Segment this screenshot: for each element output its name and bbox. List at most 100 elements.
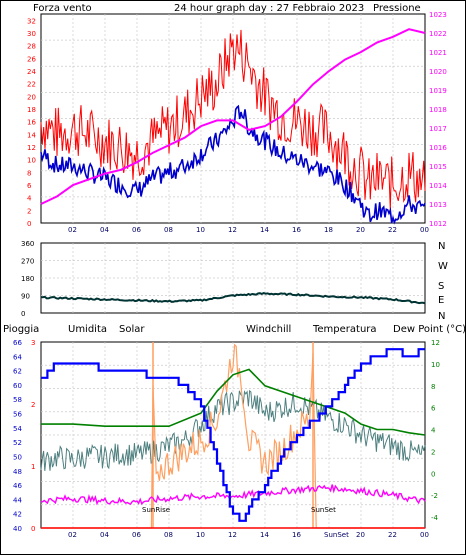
legend-dewpoint: Dew Point (°C) [393, 324, 466, 335]
wind-pressure-panel: 0246810121416182022242628303210121013101… [27, 11, 447, 234]
legend-humidity: Umidita [68, 324, 107, 335]
dir-label-n-top: N [438, 241, 445, 252]
climate-xtick: 08 [164, 531, 173, 539]
direction-ytick: 270 [21, 258, 34, 266]
legend-temperature: Temperatura [312, 324, 377, 335]
climate-xtick: 04 [100, 531, 109, 539]
wind-ytick: 10 [27, 157, 36, 165]
pressure-line [40, 28, 426, 205]
pressure-ytick: 1018 [429, 106, 447, 114]
wind-xtick: 20 [356, 226, 365, 234]
climate-xtick: 00 [420, 531, 429, 539]
dir-label-n-bottom: N [438, 311, 445, 322]
wind-ytick: 18 [27, 106, 36, 114]
humidity-ytick: 54 [13, 425, 22, 433]
wind-ytick: 22 [27, 81, 36, 89]
temperature-ytick: 8 [431, 383, 435, 391]
humidity-ytick: 62 [13, 368, 22, 376]
temperature-ytick: 4 [431, 427, 436, 435]
climate-xtick: 10 [196, 531, 205, 539]
temperature-ytick: 12 [431, 339, 440, 347]
wind-direction-panel: 360 270 180 90 0 [21, 240, 426, 318]
title-right: Pressione [373, 3, 421, 14]
wind-xtick: 16 [292, 226, 301, 234]
direction-ytick: 360 [21, 240, 34, 248]
pressure-ytick: 1019 [429, 87, 447, 95]
humidity-ytick: 64 [13, 353, 22, 361]
climate-xtick: 16 [292, 531, 301, 539]
humidity-line [41, 348, 425, 522]
dir-label-e: E [438, 295, 444, 306]
wind-xtick: 06 [132, 226, 141, 234]
wind-ytick: 26 [27, 55, 36, 63]
rain-ytick: 1 [31, 463, 35, 471]
climate-xtick: 20 [356, 531, 365, 539]
wind-ytick: 28 [27, 43, 36, 51]
dir-label-s: S [438, 281, 444, 292]
legend-solar: Solar [119, 324, 145, 335]
pressure-ytick: 1023 [429, 11, 447, 19]
pressure-ytick: 1021 [429, 49, 447, 57]
direction-ytick: 90 [21, 293, 30, 301]
rain-ytick: 3 [31, 339, 35, 347]
wind-ytick: 32 [27, 17, 36, 25]
climate-xtick: 22 [388, 531, 397, 539]
climate-xtick: 06 [132, 531, 141, 539]
pressure-ytick: 1016 [429, 144, 447, 152]
humidity-ytick: 42 [13, 511, 22, 519]
wind-ytick: 6 [27, 182, 32, 190]
climate-xtick: SunSet [324, 531, 349, 539]
temperature-ytick: 2 [431, 448, 435, 456]
dir-label-w: W [438, 261, 448, 272]
wind-gust-line [40, 29, 426, 211]
wind-xtick: 18 [324, 226, 333, 234]
humidity-ytick: 48 [13, 468, 22, 476]
wind-ytick: 4 [27, 195, 32, 203]
wind-average-line [40, 104, 426, 225]
temperature-line [41, 368, 426, 436]
wind-ytick: 30 [27, 30, 36, 38]
sunrise-label: SunRise [142, 506, 170, 514]
wind-ytick: 12 [27, 144, 36, 152]
temperature-ytick: 6 [431, 405, 436, 413]
rain-ytick: 0 [31, 525, 35, 533]
wind-xtick: 12 [228, 226, 237, 234]
title-left: Forza vento [33, 3, 92, 14]
wind-ytick: 16 [27, 119, 36, 127]
climate-xtick: 02 [68, 531, 77, 539]
legend-windchill: Windchill [246, 324, 291, 335]
wind-xtick: 14 [260, 226, 269, 234]
humidity-ytick: 52 [13, 439, 22, 447]
temperature-ytick: -4 [431, 514, 439, 522]
pressure-ytick: 1015 [429, 163, 447, 171]
windchill-line [40, 389, 426, 471]
pressure-ytick: 1013 [429, 201, 447, 209]
rain-ytick: 2 [31, 401, 35, 409]
humidity-ytick: 56 [13, 411, 22, 419]
pressure-ytick: 1017 [429, 125, 447, 133]
wind-ytick: 0 [27, 220, 31, 228]
humidity-ytick: 50 [13, 453, 22, 461]
wind-xtick: 22 [388, 226, 397, 234]
humidity-ytick: 60 [13, 382, 22, 390]
wind-ytick: 14 [27, 131, 36, 139]
wind-ytick: 2 [27, 207, 31, 215]
temperature-ytick: 10 [431, 361, 440, 369]
wind-xtick: 04 [100, 226, 109, 234]
climate-panel: 40424446485052545658606264660123-4-20246… [13, 339, 440, 539]
sunset-label: SunSet [311, 506, 336, 514]
pressure-ytick: 1020 [429, 68, 447, 76]
wind-ytick: 8 [27, 169, 31, 177]
direction-line [40, 292, 426, 305]
wind-xtick: 02 [68, 226, 77, 234]
title-center: 24 hour graph day : 27 Febbraio 2023 [174, 3, 364, 14]
pressure-ytick: 1012 [429, 220, 447, 228]
temperature-ytick: -2 [431, 492, 438, 500]
wind-xtick: 10 [196, 226, 205, 234]
humidity-ytick: 58 [13, 396, 22, 404]
wind-xtick: 08 [164, 226, 173, 234]
humidity-ytick: 40 [13, 525, 22, 533]
direction-ytick: 180 [21, 275, 34, 283]
